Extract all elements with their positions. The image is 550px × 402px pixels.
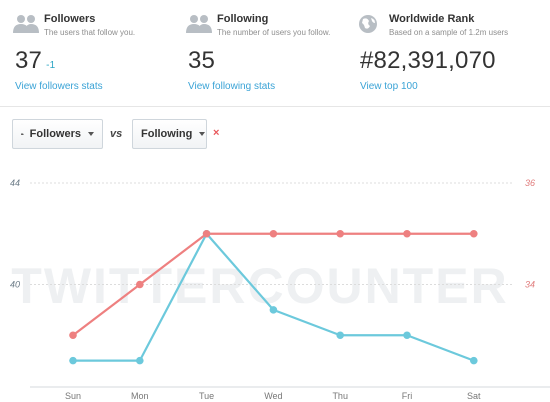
following-title: Following [217,13,269,25]
left-tick-label: 40 [10,280,20,290]
followers-select-label: Followers [29,128,81,140]
x-tick-label: Wed [264,391,282,401]
following-subtitle: The number of users you follow. [217,28,331,37]
right-tick-label: 34 [525,280,535,290]
watermark: TWITTERCOUNTER [11,258,508,314]
chevron-down-icon [199,132,206,136]
users-icon [21,133,24,135]
following-data-point[interactable] [202,229,211,238]
rank-value: #82,391,070 [360,47,496,74]
left-tick-label: 44 [10,178,20,188]
globe-icon [359,15,377,33]
divider [0,106,550,107]
x-tick-label: Sun [65,391,81,401]
followers-data-point[interactable] [470,356,478,365]
followers-data-point[interactable] [69,356,77,365]
following-data-point[interactable] [269,229,278,238]
following-data-point[interactable] [403,229,411,238]
remove-comparison-button[interactable]: × [213,127,220,139]
rank-title: Worldwide Rank [389,13,475,25]
following-data-point[interactable] [69,331,77,340]
following-data-point[interactable] [136,280,144,289]
x-tick-label: Sat [467,391,481,401]
rank-subtitle: Based on a sample of 1.2m users [389,28,509,37]
x-tick-label: Fri [402,391,413,401]
x-tick-label: Mon [131,391,149,401]
following-data-point[interactable] [336,229,345,238]
users-icon [13,15,39,33]
followers-delta: -1 [46,60,56,71]
view-followers-stats-link[interactable]: View followers stats [15,81,103,92]
followers-count: 37 -1 [15,47,55,75]
following-count: 35 [188,47,216,74]
followers-subtitle: The users that follow you. [44,28,136,37]
chevron-down-icon [88,132,94,136]
stats-panel: Followers The users that follow you. 37-… [0,0,550,106]
followers-data-point[interactable] [136,356,144,365]
comparison-chart: TWITTERCOUNTER 44 40 36 34 Sun Mon Tue Wed Thu Fr… [10,178,550,401]
users-icon [186,15,212,33]
followers-data-point[interactable] [269,306,278,314]
following-select-label: Following [141,128,193,140]
following-select[interactable]: Following [132,119,207,149]
followers-data-point[interactable] [403,331,411,340]
vs-label: vs [110,128,123,140]
followers-title: Followers [44,13,96,25]
followers-data-point[interactable] [336,331,345,340]
x-tick-label: Tue [199,391,214,401]
view-top-100-link[interactable]: View top 100 [360,81,418,92]
view-following-stats-link[interactable]: View following stats [188,81,276,92]
right-tick-label: 36 [525,178,535,188]
followers-select[interactable]: Followers [12,119,103,149]
following-data-point[interactable] [470,229,478,238]
x-tick-label: Thu [332,391,348,401]
followers-value: 37 [15,47,43,74]
